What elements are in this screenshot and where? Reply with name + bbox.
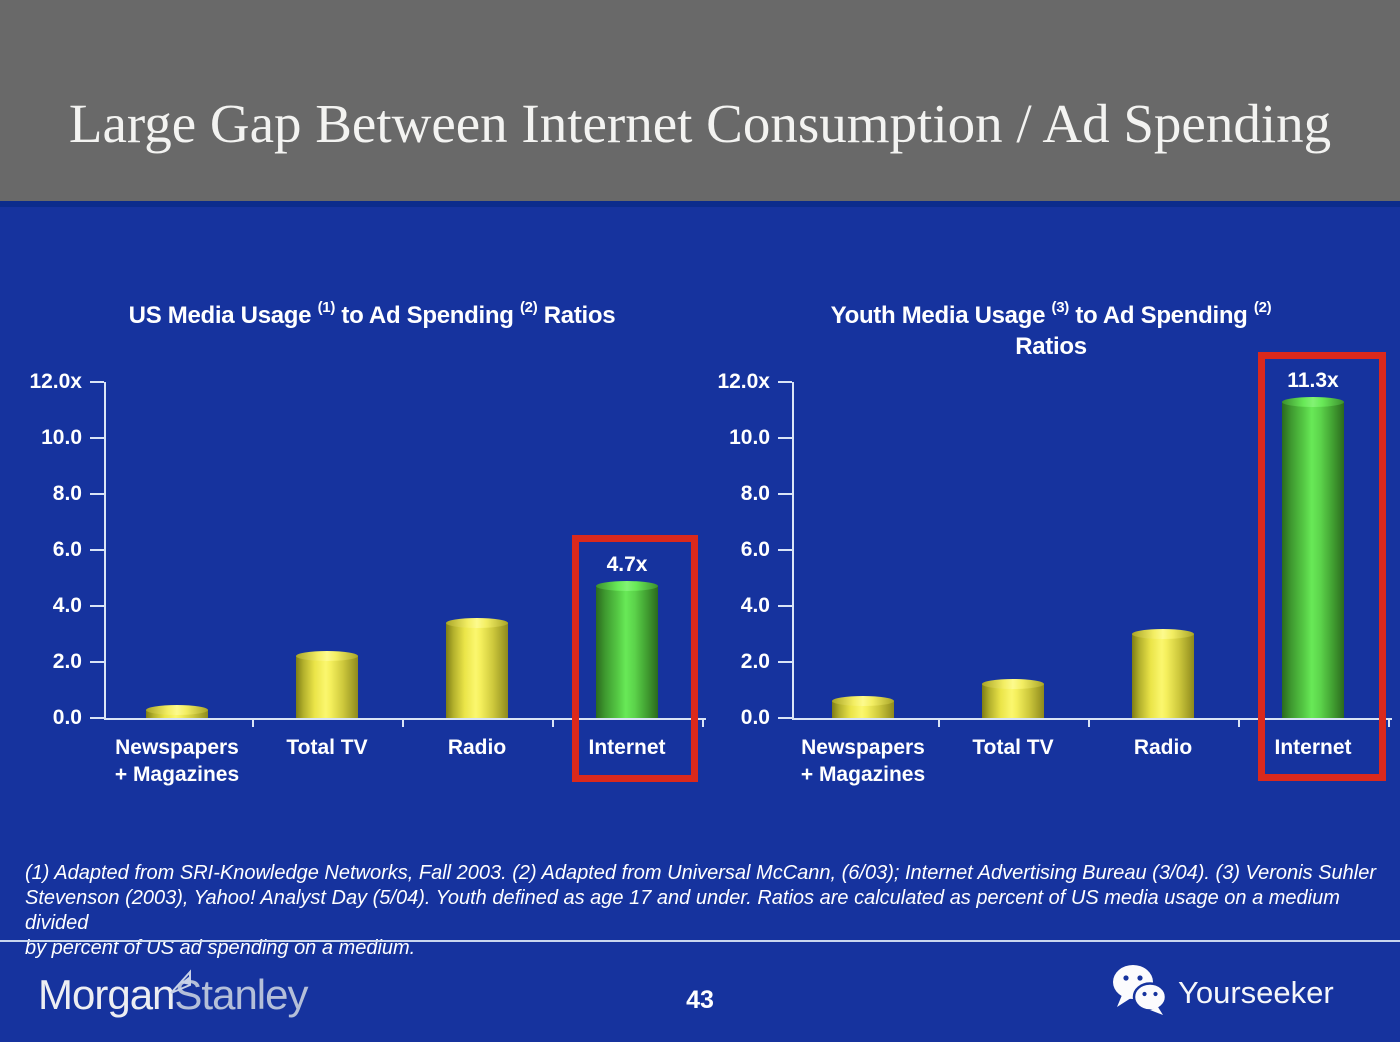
y-axis-line xyxy=(792,382,794,718)
category-label-radio: Radio xyxy=(1133,736,1193,759)
bar-radio xyxy=(446,617,508,718)
category-label-total-tv: Total TV xyxy=(286,736,368,759)
bar-newspapers xyxy=(832,696,894,718)
footer-divider xyxy=(0,940,1400,942)
x-axis-tick xyxy=(402,718,404,727)
y-axis-tick xyxy=(778,493,792,495)
bar-cap-radio xyxy=(446,617,508,628)
watermark: Yourseeker xyxy=(1112,964,1334,1021)
y-axis-tick-label: 12.0x xyxy=(717,370,770,393)
bar-internet xyxy=(596,581,658,718)
chart-title-footnote-ref: (2) xyxy=(519,299,538,316)
bar-total-tv xyxy=(982,679,1044,718)
y-axis-tick-label: 0.0 xyxy=(740,706,770,729)
y-axis-tick-label: 2.0 xyxy=(740,650,770,673)
header-divider xyxy=(0,201,1400,207)
wechat-icon xyxy=(1112,964,1168,1021)
y-axis-tick xyxy=(778,605,792,607)
y-axis-tick-label: 4.0 xyxy=(740,594,770,617)
bar-newspapers xyxy=(146,704,208,718)
y-axis-tick xyxy=(90,493,104,495)
chart-title-text: to Ad Spending xyxy=(1068,302,1254,329)
x-axis-tick xyxy=(938,718,940,727)
footnote: (1) Adapted from SRI-Knowledge Networks,… xyxy=(25,862,1376,959)
y-axis-tick xyxy=(90,605,104,607)
x-axis-line xyxy=(104,718,706,720)
bar-radio xyxy=(1132,629,1194,718)
chart-title: US Media Usage (1) to Ad Spending (2) Ra… xyxy=(52,294,692,331)
chart-title-footnote-ref: (3) xyxy=(1051,299,1070,316)
chart-title-footnote-ref: (2) xyxy=(1253,299,1272,316)
bar-cap-internet xyxy=(1282,396,1344,407)
y-axis-tick-label: 6.0 xyxy=(740,538,770,561)
x-axis-tick xyxy=(1088,718,1090,727)
chart-title: Youth Media Usage (3) to Ad Spending (2)… xyxy=(731,294,1371,362)
bar-cap-total-tv xyxy=(982,679,1044,690)
bar-cap-newspapers xyxy=(146,704,208,715)
morgan-stanley-logo-morgan: Morgan xyxy=(38,971,175,1018)
y-axis-tick xyxy=(778,549,792,551)
y-axis-tick xyxy=(90,381,104,383)
category-label-internet: Internet xyxy=(1274,736,1352,759)
chart-title-text: US Media Usage xyxy=(128,302,318,329)
y-axis-tick-label: 10.0 xyxy=(729,426,770,449)
category-label-newspapers: Newspapers + Magazines xyxy=(800,736,926,786)
bar-cap-total-tv xyxy=(296,651,358,662)
y-axis-tick-label: 8.0 xyxy=(52,482,82,505)
y-axis-tick xyxy=(778,717,792,719)
chart-title-text: Youth Media Usage xyxy=(830,302,1052,329)
y-axis-tick-label: 12.0x xyxy=(29,370,82,393)
x-axis-tick xyxy=(552,718,554,727)
y-axis-tick xyxy=(778,661,792,663)
y-axis-tick xyxy=(90,549,104,551)
chart-title-text: Ratios xyxy=(1015,333,1087,360)
category-label-newspapers: Newspapers + Magazines xyxy=(114,736,240,786)
y-axis-tick xyxy=(778,437,792,439)
x-axis-tick xyxy=(1388,718,1390,727)
y-axis-tick-label: 4.0 xyxy=(52,594,82,617)
x-axis-line xyxy=(792,718,1392,720)
chart-title-footnote-ref: (1) xyxy=(317,299,336,316)
category-label-total-tv: Total TV xyxy=(972,736,1054,759)
category-label-internet: Internet xyxy=(588,736,666,759)
chart-title-text: to Ad Spending xyxy=(335,302,520,329)
bar-value-label-internet: 4.7x xyxy=(606,553,648,577)
morgan-stanley-flag-icon xyxy=(169,958,193,1004)
bar-internet xyxy=(1282,396,1344,718)
slide-footer: MorganStanley 43 xyxy=(0,942,1400,1042)
bar-value-label-internet: 11.3x xyxy=(1287,368,1339,392)
y-axis-tick xyxy=(90,717,104,719)
page-number: 43 xyxy=(686,986,714,1014)
bar-cap-radio xyxy=(1132,629,1194,639)
bar-cap-internet xyxy=(596,581,658,592)
highlight-box-internet xyxy=(572,535,698,782)
x-axis-tick xyxy=(1238,718,1240,727)
bar-total-tv xyxy=(296,651,358,718)
y-axis-tick xyxy=(90,437,104,439)
morgan-stanley-logo-stanley: Stanley xyxy=(174,971,308,1018)
slide-header: Large Gap Between Internet Consumption /… xyxy=(0,0,1400,201)
y-axis-tick-label: 2.0 xyxy=(52,650,82,673)
highlight-box-internet xyxy=(1258,352,1386,781)
y-axis-tick xyxy=(90,661,104,663)
y-axis-tick-label: 10.0 xyxy=(41,426,82,449)
category-label-radio: Radio xyxy=(447,736,507,759)
bar-cap-newspapers xyxy=(832,696,894,707)
y-axis-tick-label: 6.0 xyxy=(52,538,82,561)
x-axis-tick xyxy=(252,718,254,727)
slide-title: Large Gap Between Internet Consumption /… xyxy=(68,93,1332,154)
y-axis-tick-label: 0.0 xyxy=(52,706,82,729)
y-axis-tick xyxy=(778,381,792,383)
morgan-stanley-logo: MorganStanley xyxy=(38,969,309,1018)
y-axis-line xyxy=(104,382,106,718)
y-axis-tick-label: 8.0 xyxy=(740,482,770,505)
x-axis-tick xyxy=(702,718,704,727)
chart-title-text: Ratios xyxy=(537,302,616,329)
watermark-text: Yourseeker xyxy=(1178,974,1334,1010)
